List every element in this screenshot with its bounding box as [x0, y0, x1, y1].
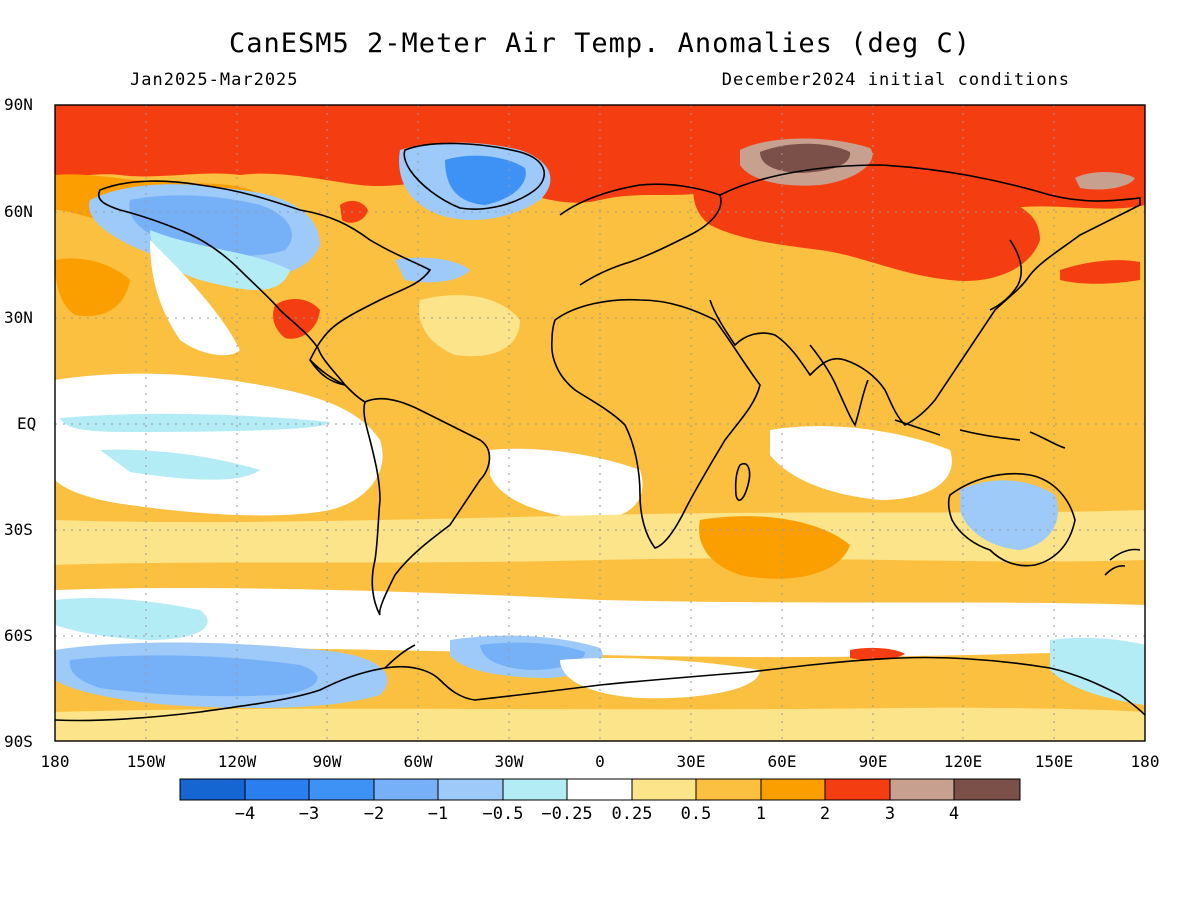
coast-europe — [559, 183, 722, 286]
australia-cool — [960, 480, 1059, 550]
southern-ocean-cool-w — [55, 598, 208, 640]
lon-label-180e: 180 — [1131, 752, 1160, 771]
colorbar-label: −4 — [235, 804, 255, 824]
antarctic-warm-band — [55, 707, 1145, 741]
colorbar-swatch — [179, 778, 246, 801]
lat-label-eq: EQ — [17, 414, 36, 433]
lat-label-90n: 90N — [4, 95, 33, 114]
lat-label-60s: 60S — [4, 626, 33, 645]
colorbar-label: −3 — [299, 804, 319, 824]
south-atlantic-warm — [699, 516, 850, 579]
coast-madagascar — [734, 463, 751, 501]
lon-label-150e: 150E — [1035, 752, 1074, 771]
indian-ocean-neutral — [770, 426, 952, 500]
colorbar-swatch — [308, 778, 375, 801]
colorbar-swatch — [566, 778, 633, 801]
lon-label-180w: 180 — [41, 752, 70, 771]
lat-label-30s: 30S — [4, 520, 33, 539]
lon-label-120e: 120E — [944, 752, 983, 771]
colorbar-label: 1 — [756, 804, 766, 824]
colorbar-swatch — [502, 778, 568, 801]
colorbar-swatch — [373, 778, 439, 801]
colorbar-label: −0.25 — [541, 804, 592, 824]
lat-label-90s: 90S — [4, 732, 33, 751]
coastlines — [55, 142, 1145, 722]
colorbar-swatch — [889, 778, 955, 801]
coast-north-america — [98, 180, 432, 387]
lon-label-60e: 60E — [768, 752, 797, 771]
atlantic-light — [419, 295, 520, 357]
colorbar-swatch — [244, 778, 310, 801]
sea-of-okhotsk-warm — [1060, 260, 1140, 284]
lon-label-120w: 120W — [218, 752, 257, 771]
mexico-warm — [273, 298, 320, 339]
lon-label-150w: 150W — [127, 752, 166, 771]
colorbar-swatch — [695, 778, 762, 801]
colorbar-label: −1 — [428, 804, 448, 824]
southern-ocean-neutral — [55, 588, 1145, 658]
lon-label-60w: 60W — [404, 752, 433, 771]
coast-australia — [947, 472, 1076, 567]
lon-label-30e: 30E — [677, 752, 706, 771]
colorbar-label: 2 — [820, 804, 830, 824]
gridlines — [55, 105, 1145, 741]
coast-antarctic-peninsula — [384, 644, 416, 669]
antarctic-cold-central-core — [480, 642, 585, 670]
colorbar-label: 0.5 — [681, 804, 712, 824]
longitude-labels: 180 150W 120W 90W 60W 30W 0 30E 60E 90E … — [41, 752, 1160, 771]
greenland-cold-core — [445, 155, 526, 205]
colorbar-label: 3 — [885, 804, 895, 824]
lat-label-30n: 30N — [4, 308, 33, 327]
anomaly-field — [55, 105, 1145, 741]
hudson-bay-warm — [340, 200, 368, 223]
lat-label-60n: 60N — [4, 202, 33, 221]
antarctic-neutral — [560, 658, 760, 699]
south-atlantic-neutral — [490, 448, 643, 520]
coast-indonesia — [894, 419, 1066, 449]
north-pacific-warm — [55, 258, 130, 317]
lon-label-90e: 90E — [859, 752, 888, 771]
colorbar-swatch — [760, 778, 826, 801]
initial-conditions-label: December2024 initial conditions — [721, 70, 1070, 90]
pacific-cool-patch — [100, 449, 260, 480]
colorbar-label: 0.25 — [612, 804, 653, 824]
canada-cold — [150, 230, 290, 290]
coast-india — [809, 344, 869, 427]
pacific-neutral — [55, 373, 383, 516]
coast-antarctica — [55, 656, 1145, 722]
colorbar-label: −2 — [364, 804, 384, 824]
antarctic-warm-patch — [850, 647, 905, 661]
north-atlantic-cold — [395, 257, 470, 283]
lon-label-90w: 90W — [313, 752, 342, 771]
colorbar: −4 −3 −2 −1 −0.5 −0.25 0.25 0.5 1 2 3 4 — [179, 778, 1021, 824]
pacific-neutral-2 — [150, 240, 240, 356]
siberia-warm — [693, 164, 1040, 281]
colorbar-label: 4 — [949, 804, 959, 824]
coast-central-america — [309, 359, 366, 403]
antarctic-cold-west-core — [69, 655, 318, 697]
pacific-cool-band — [60, 413, 330, 432]
forecast-period: Jan2025-Mar2025 — [130, 70, 299, 90]
colorbar-swatch — [631, 778, 697, 801]
coast-africa — [550, 298, 761, 549]
colorbar-swatch — [953, 778, 1021, 801]
coast-japan — [989, 239, 1022, 311]
latitude-labels: 90N 60N 30N EQ 30S 60S 90S — [4, 95, 36, 751]
colorbar-swatch — [437, 778, 504, 801]
lon-label-0: 0 — [595, 752, 605, 771]
lon-label-30w: 30W — [495, 752, 524, 771]
coast-asia — [709, 164, 1141, 426]
chart-title: CanESM5 2-Meter Air Temp. Anomalies (deg… — [229, 28, 971, 59]
map-frame — [54, 104, 1146, 742]
east-siberia-extreme — [1075, 172, 1135, 190]
siberia-extreme-core — [760, 143, 851, 173]
coast-new-zealand — [1104, 548, 1141, 576]
antarctic-cold-east — [1050, 637, 1145, 705]
colorbar-swatch — [824, 778, 891, 801]
coast-greenland — [403, 142, 545, 210]
colorbar-label: −0.5 — [483, 804, 524, 824]
coast-south-america — [363, 398, 491, 616]
